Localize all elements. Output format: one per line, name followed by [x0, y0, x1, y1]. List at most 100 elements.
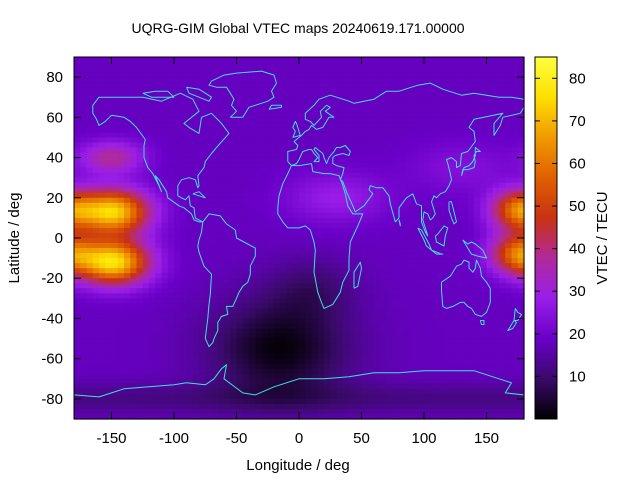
- heatmap-cell: [430, 273, 438, 279]
- heatmap-cell: [111, 77, 119, 83]
- heatmap-cell: [442, 238, 450, 244]
- heatmap-cell: [405, 92, 413, 98]
- heatmap-cell: [492, 248, 500, 254]
- heatmap-cell: [80, 57, 88, 63]
- heatmap-cell: [405, 283, 413, 289]
- heatmap-cell: [274, 227, 281, 234]
- heatmap-cell: [280, 343, 288, 350]
- heatmap-cell: [174, 278, 181, 284]
- heatmap-cell: [480, 288, 488, 294]
- heatmap-cell: [317, 117, 325, 123]
- heatmap-cell: [286, 57, 294, 63]
- heatmap-cell: [449, 363, 456, 370]
- heatmap-cell: [105, 202, 113, 209]
- heatmap-cell: [430, 243, 438, 249]
- heatmap-cell: [180, 97, 188, 103]
- heatmap-cell: [336, 353, 344, 360]
- heatmap-cell: [411, 112, 419, 118]
- heatmap-cell: [274, 127, 281, 134]
- heatmap-cell: [336, 222, 344, 229]
- heatmap-cell: [230, 263, 238, 269]
- heatmap-cell: [455, 328, 463, 335]
- heatmap-cell: [167, 182, 175, 189]
- heatmap-cell: [217, 268, 225, 274]
- heatmap-cell: [280, 162, 288, 169]
- heatmap-cell: [424, 182, 431, 189]
- heatmap-cell: [374, 97, 381, 103]
- heatmap-cell: [511, 132, 519, 139]
- heatmap-cell: [324, 383, 331, 390]
- heatmap-cell: [211, 172, 219, 179]
- heatmap-cell: [99, 313, 106, 320]
- heatmap-cell: [386, 373, 394, 380]
- heatmap-cell: [142, 217, 150, 224]
- heatmap-cell: [99, 288, 106, 294]
- heatmap-cell: [286, 303, 294, 309]
- heatmap-cell: [449, 182, 456, 189]
- heatmap-cell: [124, 232, 131, 239]
- heatmap-cell: [242, 107, 250, 113]
- heatmap-cell: [117, 212, 125, 219]
- heatmap-cell: [224, 318, 231, 325]
- heatmap-cell: [180, 172, 188, 179]
- heatmap-cell: [430, 303, 438, 309]
- heatmap-cell: [161, 303, 169, 309]
- heatmap-cell: [324, 197, 331, 204]
- heatmap-cell: [517, 308, 525, 315]
- heatmap-cell: [367, 288, 375, 294]
- heatmap-cell: [267, 142, 275, 149]
- heatmap-cell: [105, 268, 113, 274]
- heatmap-cell: [92, 383, 100, 390]
- heatmap-cell: [492, 147, 500, 154]
- heatmap-cell: [211, 192, 219, 199]
- heatmap-cell: [86, 162, 94, 169]
- heatmap-cell: [374, 177, 381, 184]
- heatmap-cell: [317, 152, 325, 159]
- heatmap-cell: [399, 212, 406, 219]
- heatmap-cell: [324, 248, 331, 254]
- heatmap-cell: [211, 263, 219, 269]
- heatmap-cell: [386, 248, 394, 254]
- heatmap-cell: [224, 207, 231, 214]
- heatmap-cell: [417, 358, 425, 365]
- heatmap-cell: [105, 328, 113, 335]
- heatmap-cell: [355, 303, 363, 309]
- heatmap-cell: [361, 82, 369, 88]
- heatmap-cell: [361, 197, 369, 204]
- heatmap-cell: [186, 192, 194, 199]
- heatmap-cell: [467, 197, 475, 204]
- heatmap-cell: [405, 82, 413, 88]
- heatmap-cell: [211, 298, 219, 304]
- heatmap-cell: [374, 152, 381, 159]
- heatmap-cell: [442, 283, 450, 289]
- heatmap-cell: [349, 258, 356, 264]
- heatmap-cell: [99, 207, 106, 214]
- heatmap-cell: [324, 238, 331, 244]
- heatmap-cell: [255, 293, 263, 299]
- heatmap-cell: [411, 343, 419, 350]
- heatmap-cell: [236, 57, 244, 63]
- heatmap-cell: [74, 378, 81, 385]
- heatmap-cell: [286, 62, 294, 68]
- heatmap-cell: [305, 117, 313, 123]
- heatmap-cell: [374, 212, 381, 219]
- heatmap-cell: [411, 207, 419, 214]
- heatmap-cell: [436, 82, 444, 88]
- heatmap-cell: [317, 57, 325, 63]
- heatmap-cell: [192, 383, 200, 390]
- heatmap-cell: [474, 102, 481, 108]
- heatmap-cell: [342, 147, 350, 154]
- heatmap-cell: [486, 338, 494, 345]
- heatmap-cell: [499, 328, 506, 335]
- heatmap-cell: [505, 132, 513, 139]
- heatmap-cell: [499, 162, 506, 169]
- heatmap-cell: [274, 132, 281, 139]
- heatmap-cell: [217, 117, 225, 123]
- heatmap-cell: [449, 57, 456, 63]
- heatmap-cell: [155, 217, 163, 224]
- heatmap-cell: [105, 323, 113, 330]
- heatmap-cell: [199, 107, 206, 113]
- heatmap-cell: [174, 162, 181, 169]
- heatmap-cell: [461, 273, 469, 279]
- heatmap-cell: [292, 343, 300, 350]
